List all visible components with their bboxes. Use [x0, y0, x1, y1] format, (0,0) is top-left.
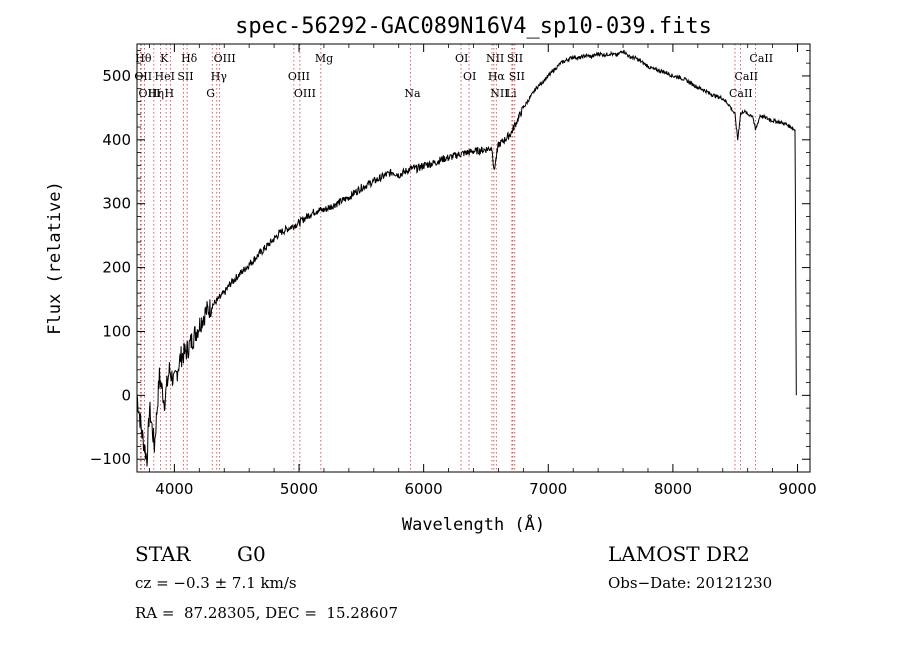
line-label: Hη	[148, 87, 164, 100]
spectrum-series-line	[136, 49, 797, 467]
line-label: H	[165, 87, 175, 100]
line-label: SII	[507, 52, 523, 65]
line-label: CaII	[729, 87, 753, 100]
line-label: Na	[404, 87, 421, 100]
redshift-label: cz = −0.3 ± 7.1 km/s	[135, 574, 297, 592]
line-label: HeI	[155, 70, 175, 83]
object-class-label: STAR	[135, 542, 191, 566]
plot-frame	[136, 43, 811, 473]
line-label: Hθ	[135, 52, 152, 65]
x-tick-label: 7000	[529, 480, 567, 498]
line-label: OII	[134, 70, 152, 83]
y-tick-label: 400	[102, 131, 131, 149]
line-label: Li	[506, 87, 517, 100]
line-label: Mg	[315, 52, 333, 65]
x-tick-label: 8000	[654, 480, 692, 498]
line-label: CaII	[749, 52, 773, 65]
x-tick-label: 9000	[778, 480, 816, 498]
line-label: CaII	[734, 70, 758, 83]
y-tick-label: 300	[102, 195, 131, 213]
line-label: OIII	[138, 87, 160, 100]
x-tick-label: 4000	[155, 480, 193, 498]
line-label: OI	[455, 52, 468, 65]
line-label: G	[206, 87, 215, 100]
obs-date-label: Obs−Date: 20121230	[608, 574, 773, 592]
line-label: K	[160, 52, 169, 65]
line-label: OIII	[288, 70, 310, 83]
y-tick-label: 0	[121, 386, 131, 404]
y-axis-label: Flux (relative)	[45, 181, 65, 335]
line-label: NII	[486, 52, 504, 65]
y-tick-label: 200	[102, 259, 131, 277]
line-label: Hα	[488, 70, 506, 83]
y-tick-label: 500	[102, 67, 131, 85]
chart-title: spec-56292-GAC089N16V4_sp10-039.fits	[235, 14, 712, 39]
x-axis-label: Wavelength (Å)	[402, 513, 545, 535]
line-label: Hγ	[211, 70, 228, 83]
y-tick-label: 100	[102, 322, 131, 340]
survey-label: LAMOST DR2	[608, 542, 750, 566]
y-tick-label: −100	[90, 450, 131, 468]
line-label: SII	[509, 70, 525, 83]
line-label: SII	[177, 70, 193, 83]
line-label: OIII	[214, 52, 236, 65]
line-label: NII	[490, 87, 508, 100]
line-label: OI	[463, 70, 476, 83]
x-tick-label: 5000	[280, 480, 318, 498]
subclass-label: G0	[237, 542, 266, 566]
line-label: Hδ	[181, 52, 198, 65]
x-tick-label: 6000	[405, 480, 443, 498]
coordinates-label: RA = 87.28305, DEC = 15.28607	[135, 604, 399, 622]
line-label: OIII	[294, 87, 316, 100]
